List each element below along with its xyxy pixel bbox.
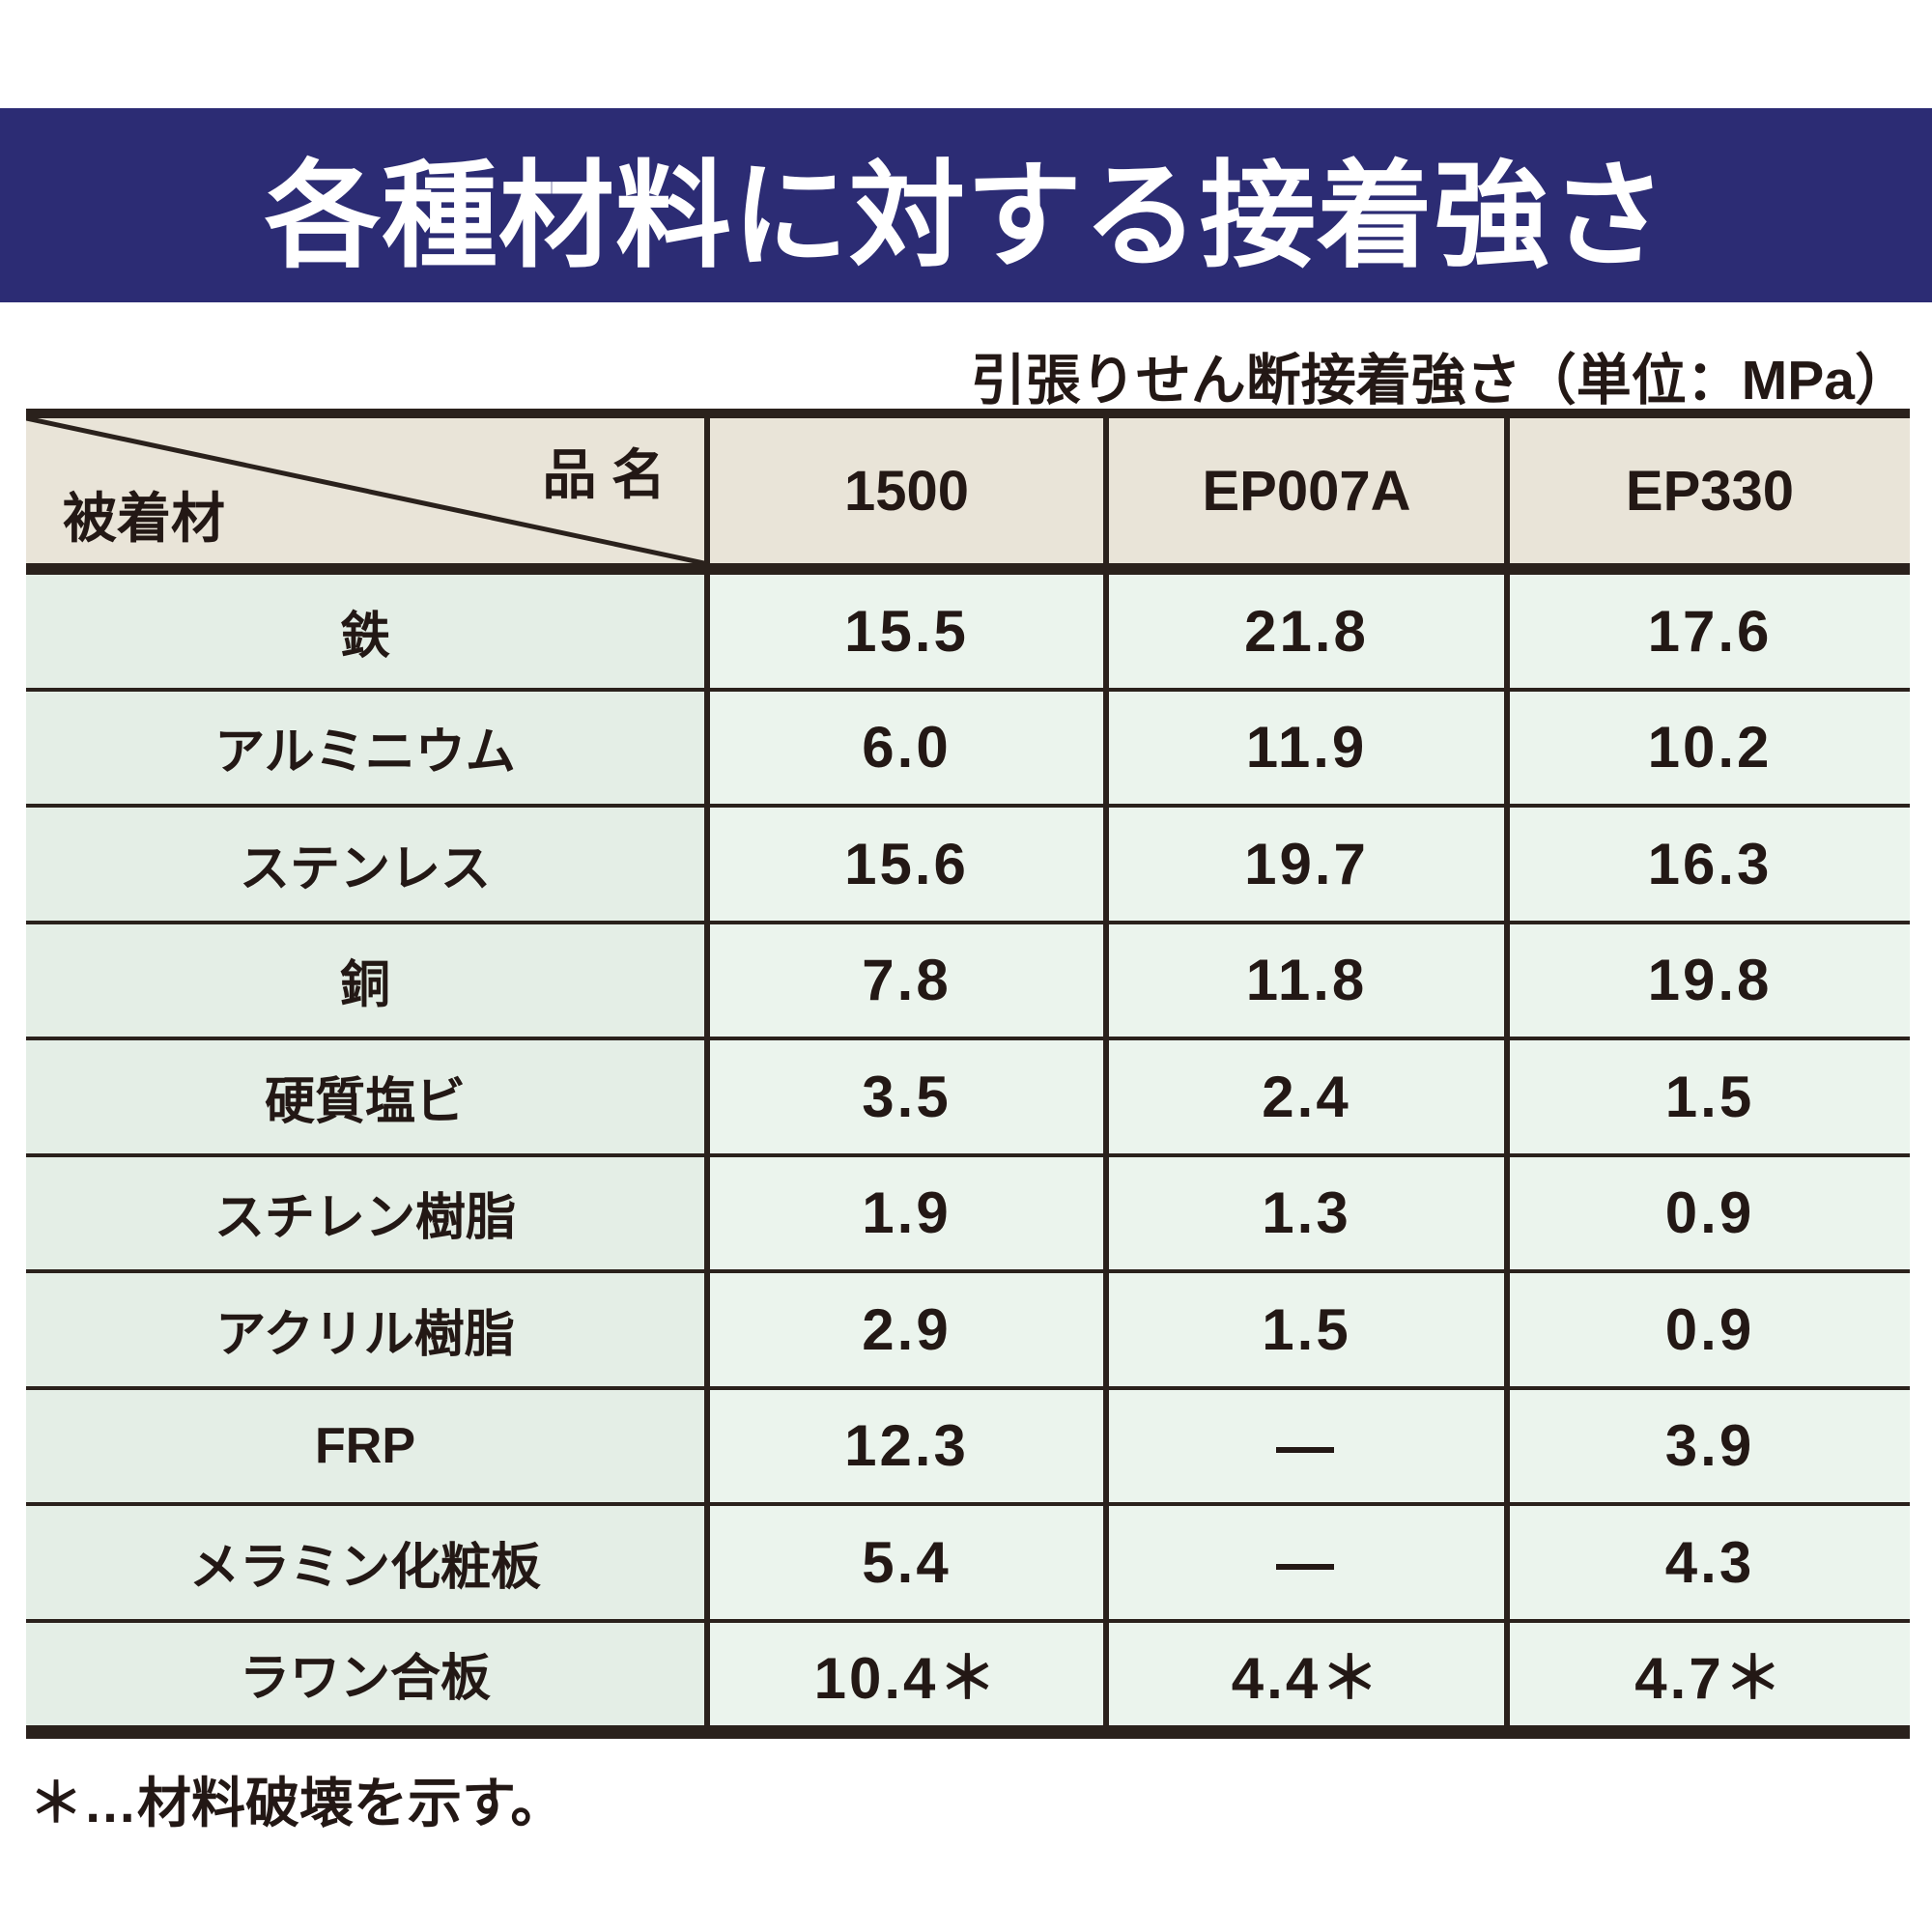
row-label: メラミン化粧板 [26, 1506, 710, 1623]
corner-label-adherend: 被着材 [63, 488, 225, 549]
column-header-ep007a: EP007A [1109, 418, 1510, 575]
value-cell: 4.4＊ [1109, 1622, 1510, 1739]
title-banner: 各種材料に対する接着強さ [0, 108, 1932, 302]
value-cell: 11.9 [1109, 691, 1510, 808]
value-cell: 7.8 [710, 923, 1109, 1040]
value-cell: 21.8 [1109, 575, 1510, 692]
value-cell: 10.2 [1510, 691, 1910, 808]
value-cell: 4.7＊ [1510, 1622, 1910, 1739]
column-header-ep330: EP330 [1510, 418, 1910, 575]
value-cell: 3.5 [710, 1040, 1109, 1157]
value-cell: 0.9 [1510, 1156, 1910, 1273]
value-cell: 2.9 [710, 1273, 1109, 1390]
value-cell: 16.3 [1510, 808, 1910, 924]
value-cell: 0.9 [1510, 1273, 1910, 1390]
value-cell: 2.4 [1109, 1040, 1510, 1157]
row-label: スチレン樹脂 [26, 1156, 710, 1273]
table-subtitle: 引張りせん断接着強さ（単位：MPa） [970, 350, 1910, 412]
value-cell: 12.3 [710, 1389, 1109, 1506]
value-cell: 4.3 [1510, 1506, 1910, 1623]
row-label: アクリル樹脂 [26, 1273, 710, 1390]
row-label: ステンレス [26, 808, 710, 924]
diagonal-divider-line [26, 418, 704, 563]
value-cell: 3.9 [1510, 1389, 1910, 1506]
footnote: ＊…材料破壊を示す。 [29, 1773, 565, 1833]
value-cell: 6.0 [710, 691, 1109, 808]
corner-label-product: 品 名 [542, 444, 666, 505]
column-header-1500: 1500 [710, 418, 1109, 575]
row-label: 銅 [26, 923, 710, 1040]
value-cell: — [1109, 1389, 1510, 1506]
row-label: FRP [26, 1389, 710, 1506]
row-label: 鉄 [26, 575, 710, 692]
page-title: 各種材料に対する接着強さ [265, 151, 1667, 281]
adhesion-strength-table: 品 名 被着材 1500 EP007A EP330 鉄 15.5 21.8 17.6 ア… [26, 409, 1910, 1739]
value-cell: 1.9 [710, 1156, 1109, 1273]
row-label: 硬質塩ビ [26, 1040, 710, 1157]
value-cell: 5.4 [710, 1506, 1109, 1623]
value-cell: 1.3 [1109, 1156, 1510, 1273]
value-cell: 15.6 [710, 808, 1109, 924]
value-cell: 11.8 [1109, 923, 1510, 1040]
value-cell: 19.8 [1510, 923, 1910, 1040]
value-cell: 17.6 [1510, 575, 1910, 692]
row-label: ラワン合板 [26, 1622, 710, 1739]
value-cell: 10.4＊ [710, 1622, 1109, 1739]
value-cell: 15.5 [710, 575, 1109, 692]
value-cell: — [1109, 1506, 1510, 1623]
value-cell: 1.5 [1510, 1040, 1910, 1157]
value-cell: 19.7 [1109, 808, 1510, 924]
corner-header-cell: 品 名 被着材 [26, 418, 710, 575]
value-cell: 1.5 [1109, 1273, 1510, 1390]
row-label: アルミニウム [26, 691, 710, 808]
